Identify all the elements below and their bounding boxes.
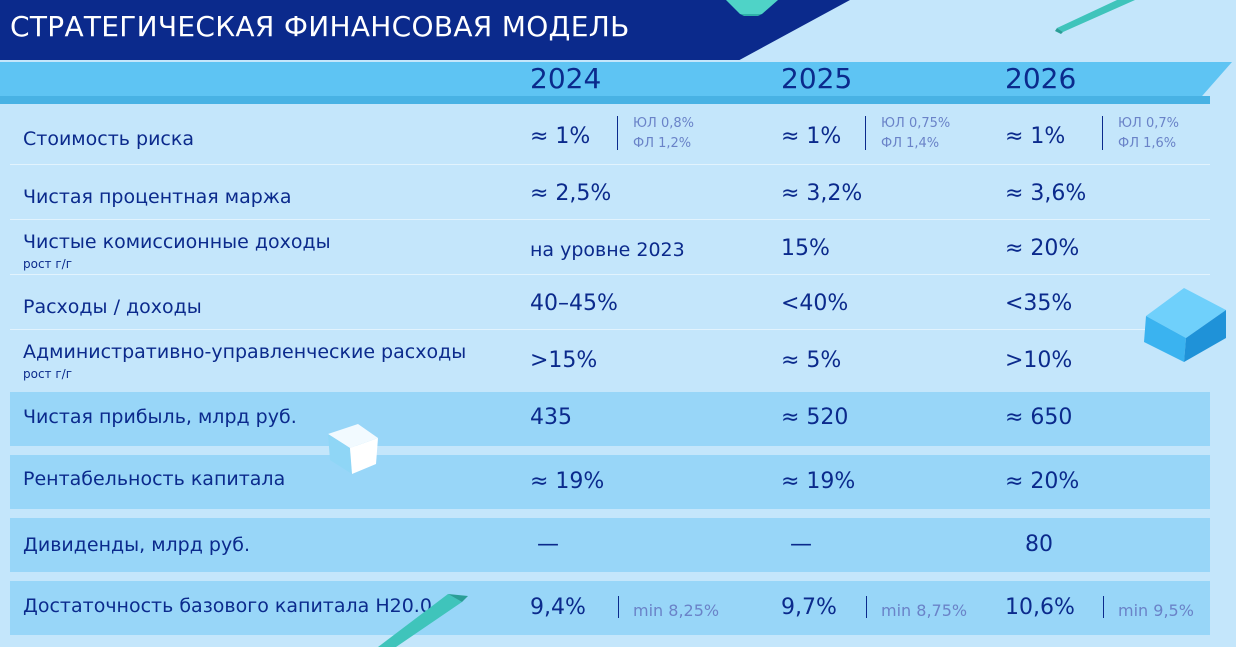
- value-2025: —: [790, 532, 812, 557]
- value-2025: ≈ 5%: [781, 348, 842, 373]
- divider: [1103, 596, 1104, 618]
- table-row-cost-of-risk: Стоимость риска ≈ 1% ЮЛ 0,8% ФЛ 1,2% ≈ 1…: [10, 104, 1210, 165]
- note-ul: ЮЛ 0,7%: [1118, 116, 1179, 131]
- row-label: Дивиденды, млрд руб.: [23, 534, 250, 556]
- value-2026: ≈ 650: [1005, 405, 1073, 430]
- value-2026: ≈ 20%: [1005, 469, 1080, 494]
- value-2026: 10,6%: [1005, 595, 1075, 620]
- note-ul: ЮЛ 0,75%: [881, 116, 951, 131]
- divider: [865, 116, 866, 150]
- row-label: Административно-управленческие расходы: [23, 341, 467, 363]
- value-2025: ≈ 3,2%: [781, 181, 863, 206]
- row-label: Чистая прибыль, млрд руб.: [23, 406, 297, 428]
- value-2024: 40–45%: [530, 291, 618, 316]
- value-2026: ≈ 3,6%: [1005, 181, 1087, 206]
- value-2026: 80: [1025, 532, 1053, 557]
- years-band-shade: [0, 96, 1210, 104]
- min-2024: min 8,25%: [633, 601, 720, 620]
- stick-decoration-bottom: [378, 594, 468, 647]
- note-2024: ЮЛ 0,8% ФЛ 1,2%: [633, 114, 694, 154]
- min-2025: min 8,75%: [881, 601, 968, 620]
- cube-decoration-large: [1144, 288, 1226, 362]
- note-ul: ЮЛ 0,8%: [633, 116, 694, 131]
- page-title: СТРАТЕГИЧЕСКАЯ ФИНАНСОВАЯ МОДЕЛЬ: [10, 10, 630, 43]
- divider: [618, 596, 619, 618]
- note-fl: ФЛ 1,2%: [633, 136, 692, 151]
- row-label: Рентабельность капитала: [23, 468, 286, 490]
- year-2026: 2026: [1005, 62, 1077, 95]
- value-2024: ≈ 19%: [530, 469, 605, 494]
- table-row-net-interest-margin: Чистая процентная маржа ≈ 2,5% ≈ 3,2% ≈ …: [10, 165, 1210, 220]
- row-sublabel: рост г/г: [23, 257, 73, 271]
- value-2024: 435: [530, 405, 572, 430]
- value-2025: ≈ 19%: [781, 469, 856, 494]
- year-2025: 2025: [781, 62, 853, 95]
- value-2025: <40%: [781, 291, 849, 316]
- value-2024: 9,4%: [530, 595, 586, 620]
- title-banner: [0, 0, 850, 60]
- value-2025: ≈ 520: [781, 405, 849, 430]
- min-2026: min 9,5%: [1118, 601, 1194, 620]
- note-fl: ФЛ 1,6%: [1118, 136, 1177, 151]
- divider: [866, 596, 867, 618]
- note-2025: ЮЛ 0,75% ФЛ 1,4%: [881, 114, 950, 154]
- divider: [617, 116, 618, 150]
- note-2026: ЮЛ 0,7% ФЛ 1,6%: [1118, 114, 1179, 154]
- row-label: Чистая процентная маржа: [23, 186, 292, 208]
- value-2024: >15%: [530, 348, 598, 373]
- value-2026: ≈ 20%: [1005, 236, 1080, 261]
- value-2025: 15%: [781, 236, 830, 261]
- table-row-dividends: Дивиденды, млрд руб. — — 80: [10, 518, 1210, 572]
- table-row-roe: Рентабельность капитала ≈ 19% ≈ 19% ≈ 20…: [10, 455, 1210, 509]
- value-2024: —: [537, 532, 559, 557]
- value-2026: ≈ 1%: [1005, 124, 1066, 149]
- value-2026: >10%: [1005, 348, 1073, 373]
- row-sublabel: рост г/г: [23, 367, 73, 381]
- value-2024: ≈ 2,5%: [530, 181, 612, 206]
- table-row-capital-adequacy: Достаточность базового капитала Н20.0 9,…: [10, 581, 1210, 635]
- stick-decoration-top: [1055, 0, 1135, 34]
- row-label: Чистые комиссионные доходы: [23, 231, 331, 253]
- value-2024: на уровне 2023: [530, 239, 685, 261]
- note-fl: ФЛ 1,4%: [881, 136, 940, 151]
- cube-decoration-small: [328, 424, 378, 474]
- table-row-fee-income: Чистые комиссионные доходы рост г/г на у…: [10, 220, 1210, 275]
- table-row-admin-expenses: Административно-управленческие расходы р…: [10, 330, 1210, 390]
- row-label: Стоимость риска: [23, 128, 194, 150]
- divider: [1102, 116, 1103, 150]
- value-2024: ≈ 1%: [530, 124, 591, 149]
- cube-decoration-top: [726, 0, 778, 16]
- value-2025: 9,7%: [781, 595, 837, 620]
- value-2025: ≈ 1%: [781, 124, 842, 149]
- row-label: Достаточность базового капитала Н20.0: [23, 595, 432, 617]
- year-2024: 2024: [530, 62, 602, 95]
- value-2026: <35%: [1005, 291, 1073, 316]
- table-row-net-profit: Чистая прибыль, млрд руб. 435 ≈ 520 ≈ 65…: [10, 392, 1210, 446]
- row-label: Расходы / доходы: [23, 296, 202, 318]
- table-row-cost-income: Расходы / доходы 40–45% <40% <35%: [10, 275, 1210, 330]
